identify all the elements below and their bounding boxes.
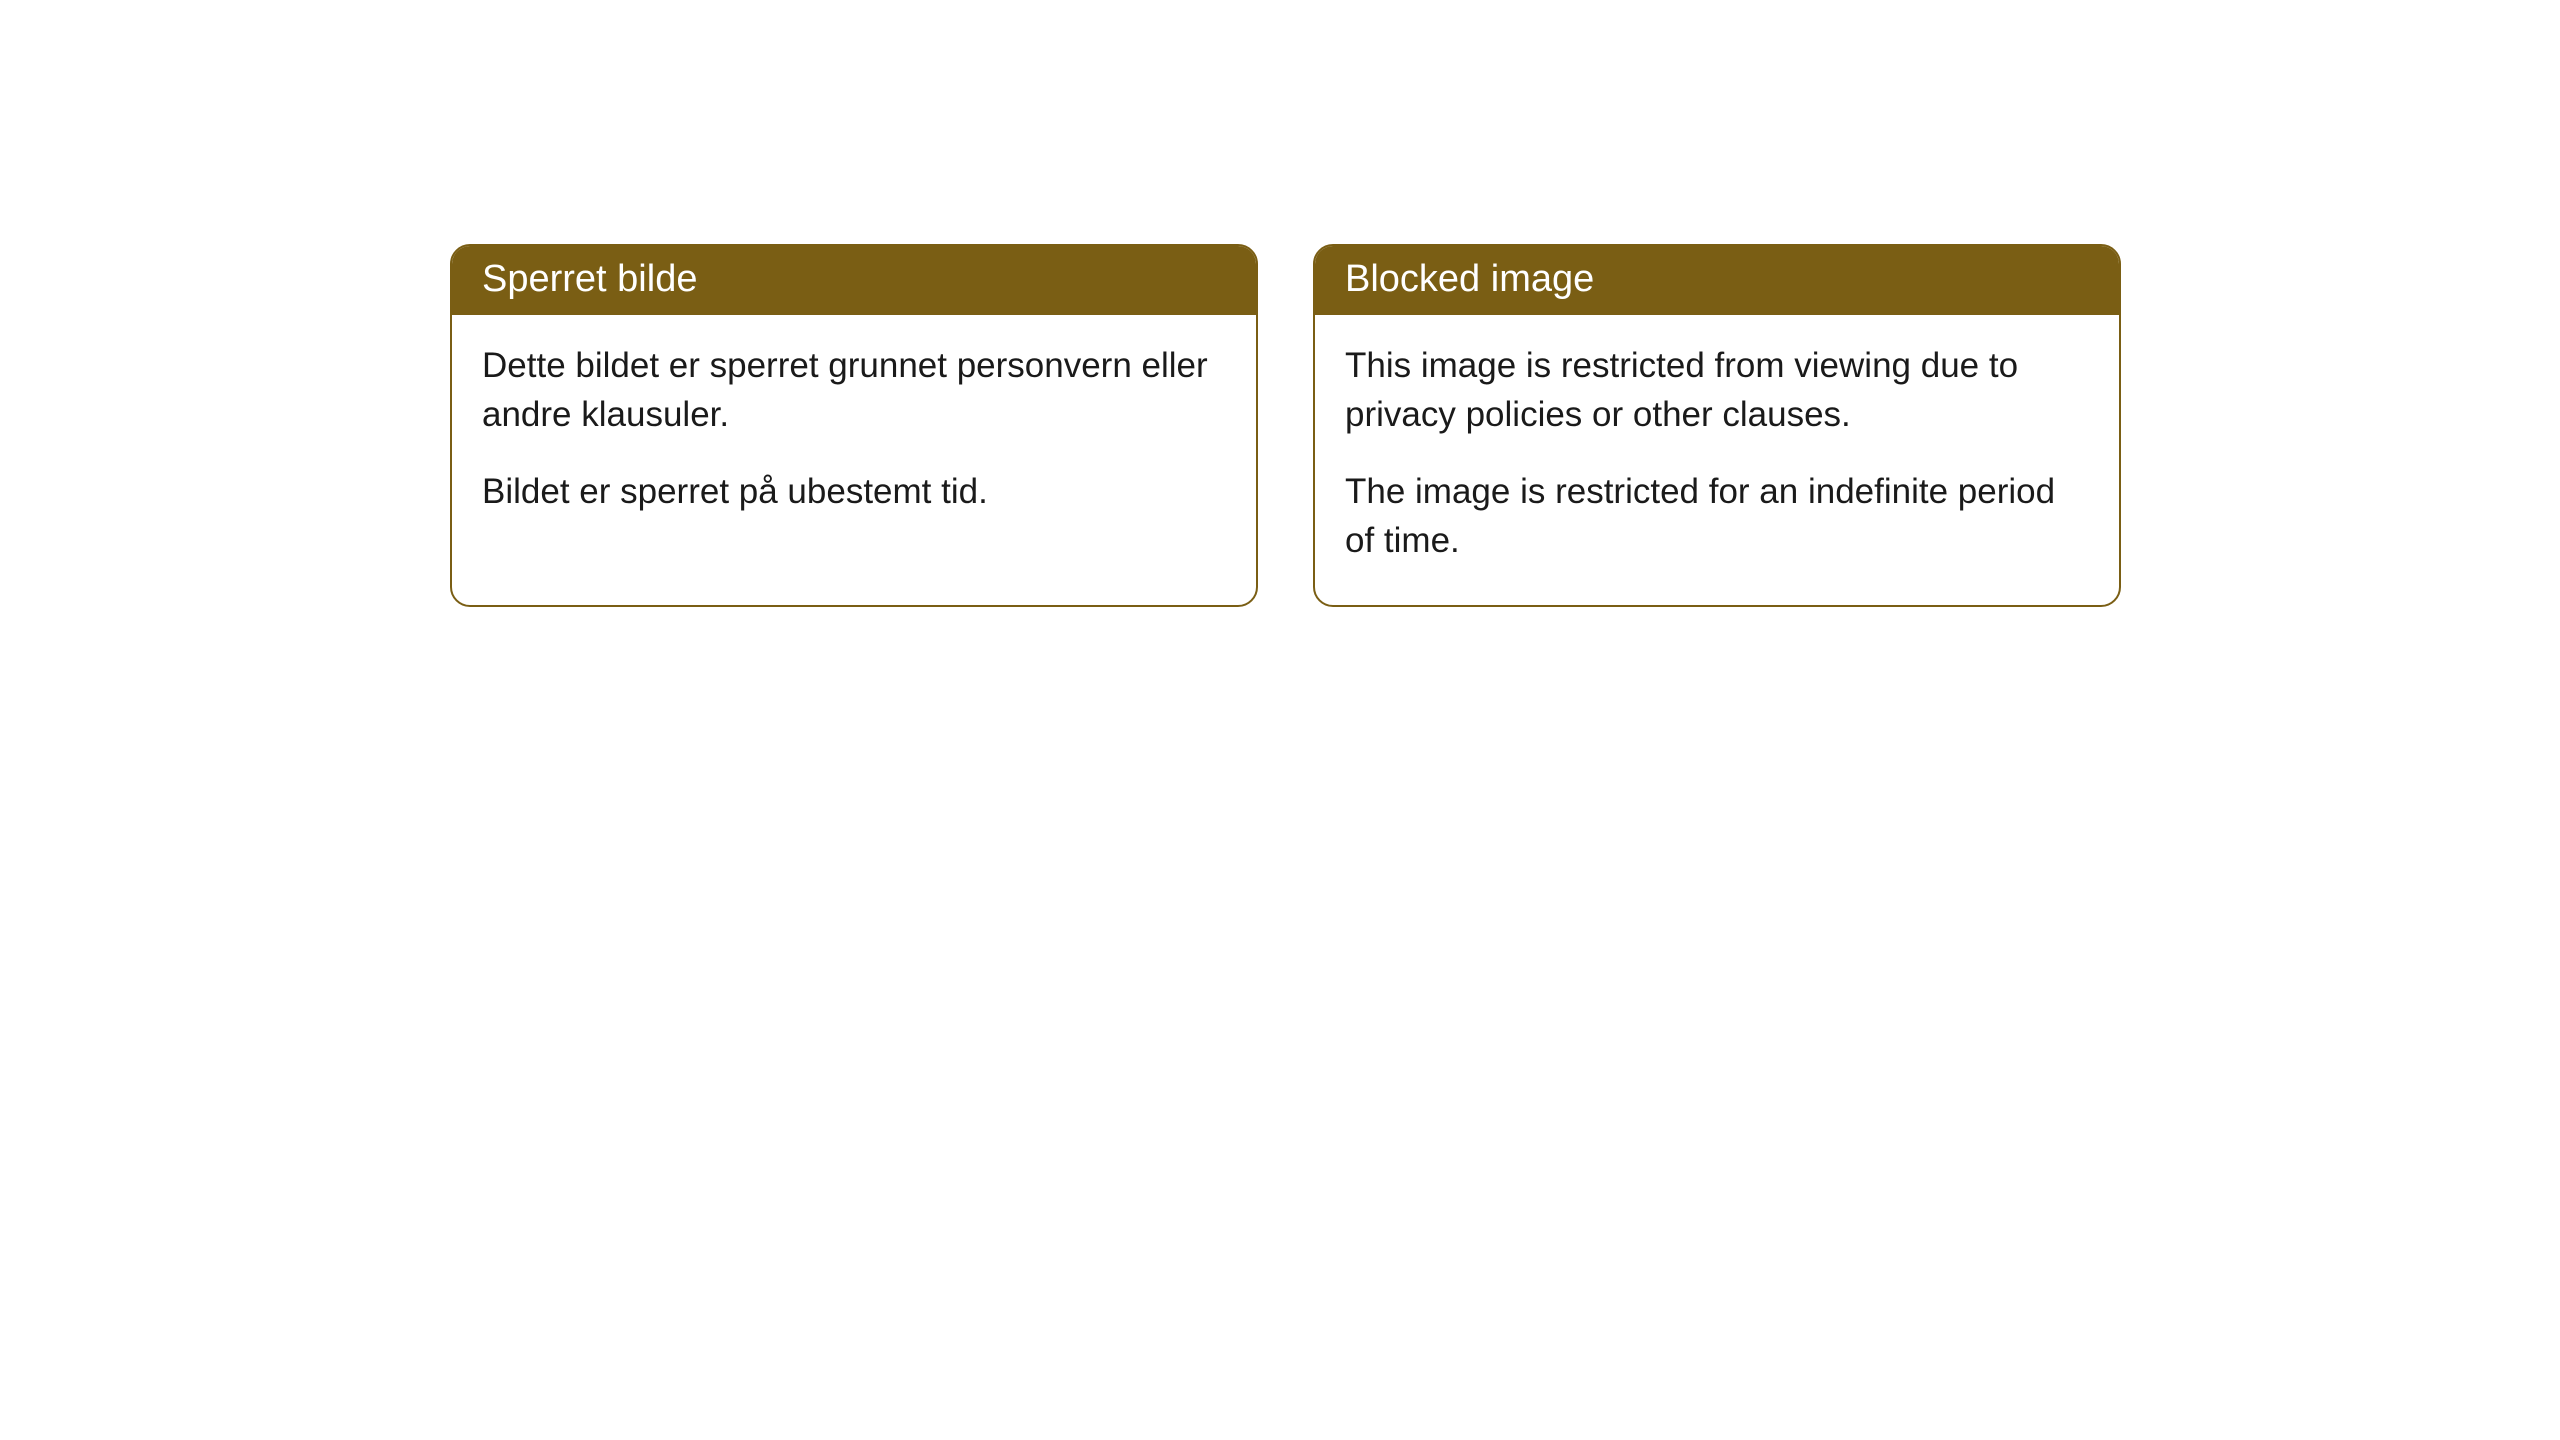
notice-card-norwegian: Sperret bilde Dette bildet er sperret gr… bbox=[450, 244, 1258, 607]
card-title: Sperret bilde bbox=[482, 258, 697, 300]
card-body: This image is restricted from viewing du… bbox=[1315, 315, 2119, 605]
notice-card-english: Blocked image This image is restricted f… bbox=[1313, 244, 2121, 607]
card-paragraph: The image is restricted for an indefinit… bbox=[1345, 467, 2089, 565]
card-header: Sperret bilde bbox=[452, 246, 1256, 315]
card-title: Blocked image bbox=[1345, 258, 1594, 300]
card-paragraph: This image is restricted from viewing du… bbox=[1345, 341, 2089, 439]
notice-cards-container: Sperret bilde Dette bildet er sperret gr… bbox=[450, 244, 2121, 607]
card-body: Dette bildet er sperret grunnet personve… bbox=[452, 315, 1256, 556]
card-paragraph: Bildet er sperret på ubestemt tid. bbox=[482, 467, 1226, 516]
card-paragraph: Dette bildet er sperret grunnet personve… bbox=[482, 341, 1226, 439]
card-header: Blocked image bbox=[1315, 246, 2119, 315]
